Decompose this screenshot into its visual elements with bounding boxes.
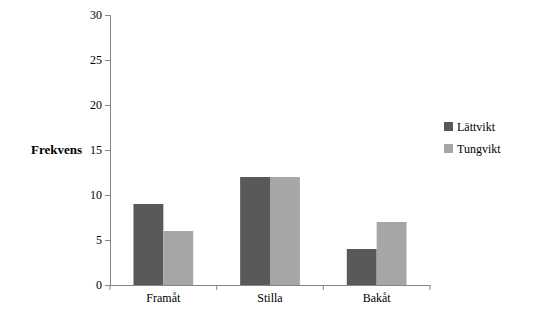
x-tick: Bakåt	[363, 285, 392, 305]
legend-label: Tungvikt	[457, 142, 501, 156]
y-tick-label: 15	[90, 143, 102, 157]
y-tick-label: 25	[90, 53, 102, 67]
category-divider	[110, 285, 111, 290]
bar	[163, 231, 193, 285]
legend-item: Lättvikt	[444, 120, 496, 134]
x-axis-line	[111, 285, 431, 286]
x-tick-label: Bakåt	[363, 291, 392, 305]
x-axis: Framåt Stilla Bakåt	[110, 285, 431, 305]
y-tick-mark	[105, 195, 110, 196]
bar	[347, 249, 377, 285]
category-divider	[216, 285, 217, 290]
x-tick: Framåt	[146, 285, 181, 305]
bar	[133, 204, 163, 285]
y-tick-label: 20	[90, 98, 102, 112]
plot: 0 5 10 15 20 25 30 Framåt Stilla Bakåt	[90, 8, 431, 304]
legend-label: Lättvikt	[457, 120, 496, 134]
y-tick: 25	[90, 53, 110, 67]
legend-swatch	[444, 122, 453, 131]
y-tick-mark	[105, 15, 110, 16]
y-tick: 10	[90, 188, 110, 202]
y-tick: 15	[90, 143, 110, 157]
y-tick-mark	[105, 285, 110, 286]
y-tick-mark	[105, 105, 110, 106]
x-tick-label: Framåt	[146, 291, 181, 305]
bar	[270, 177, 300, 285]
y-axis-title: Frekvens	[31, 142, 82, 157]
bars	[133, 177, 406, 285]
category-divider	[430, 285, 431, 290]
y-tick-label: 5	[96, 233, 102, 247]
y-tick-mark	[105, 150, 110, 151]
y-tick: 20	[90, 98, 110, 112]
y-tick: 0	[96, 278, 110, 292]
y-tick: 30	[90, 8, 110, 22]
legend: Lättvikt Tungvikt	[444, 120, 501, 156]
legend-swatch	[444, 144, 453, 153]
bar	[377, 222, 407, 285]
category-divider	[323, 285, 324, 290]
y-tick-label: 30	[90, 8, 102, 22]
y-axis: 0 5 10 15 20 25 30	[90, 8, 111, 292]
x-tick-label: Stilla	[257, 291, 283, 305]
y-tick-mark	[105, 60, 110, 61]
legend-item: Tungvikt	[444, 142, 501, 156]
x-tick: Stilla	[257, 285, 283, 305]
y-tick: 5	[96, 233, 110, 247]
y-tick-label: 0	[96, 278, 102, 292]
y-axis-line	[105, 16, 111, 286]
chart: 0 5 10 15 20 25 30 Framåt Stilla Bakåt Frekvens Lät…	[0, 0, 540, 320]
y-tick-label: 10	[90, 188, 102, 202]
y-tick-mark	[105, 240, 110, 241]
bar	[240, 177, 270, 285]
